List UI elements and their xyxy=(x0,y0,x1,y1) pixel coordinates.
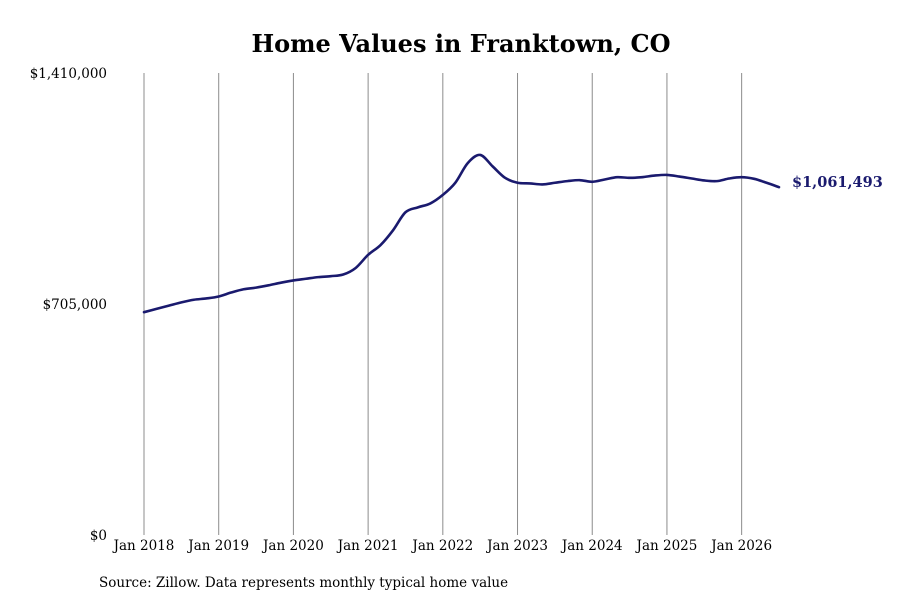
chart-title: Home Values in Franktown, CO xyxy=(251,29,670,58)
y-axis-tick-labels: $0 $705,000 $1,410,000 xyxy=(30,66,107,544)
x-tick-label: Jan 2025 xyxy=(635,538,698,554)
source-note: Source: Zillow. Data represents monthly … xyxy=(99,575,508,591)
x-axis-tick-labels: Jan 2018 Jan 2019 Jan 2020 Jan 2021 Jan 2022… xyxy=(112,538,772,554)
x-tick-label: Jan 2026 xyxy=(709,538,772,554)
x-tick-label: Jan 2023 xyxy=(485,538,548,554)
home-value-series-line xyxy=(142,153,781,314)
latest-value-label: $1,061,493 xyxy=(792,174,883,191)
x-tick-label: Jan 2021 xyxy=(336,538,399,554)
x-tick-label: Jan 2020 xyxy=(261,538,324,554)
x-tick-label: Jan 2022 xyxy=(410,538,473,554)
vertical-gridlines xyxy=(143,73,743,535)
x-tick-label: Jan 2019 xyxy=(186,538,249,554)
y-tick-label: $1,410,000 xyxy=(30,66,107,82)
y-tick-label: $0 xyxy=(90,528,107,544)
x-tick-label: Jan 2024 xyxy=(560,538,623,554)
y-tick-label: $705,000 xyxy=(43,297,107,313)
x-tick-label: Jan 2018 xyxy=(112,538,175,554)
